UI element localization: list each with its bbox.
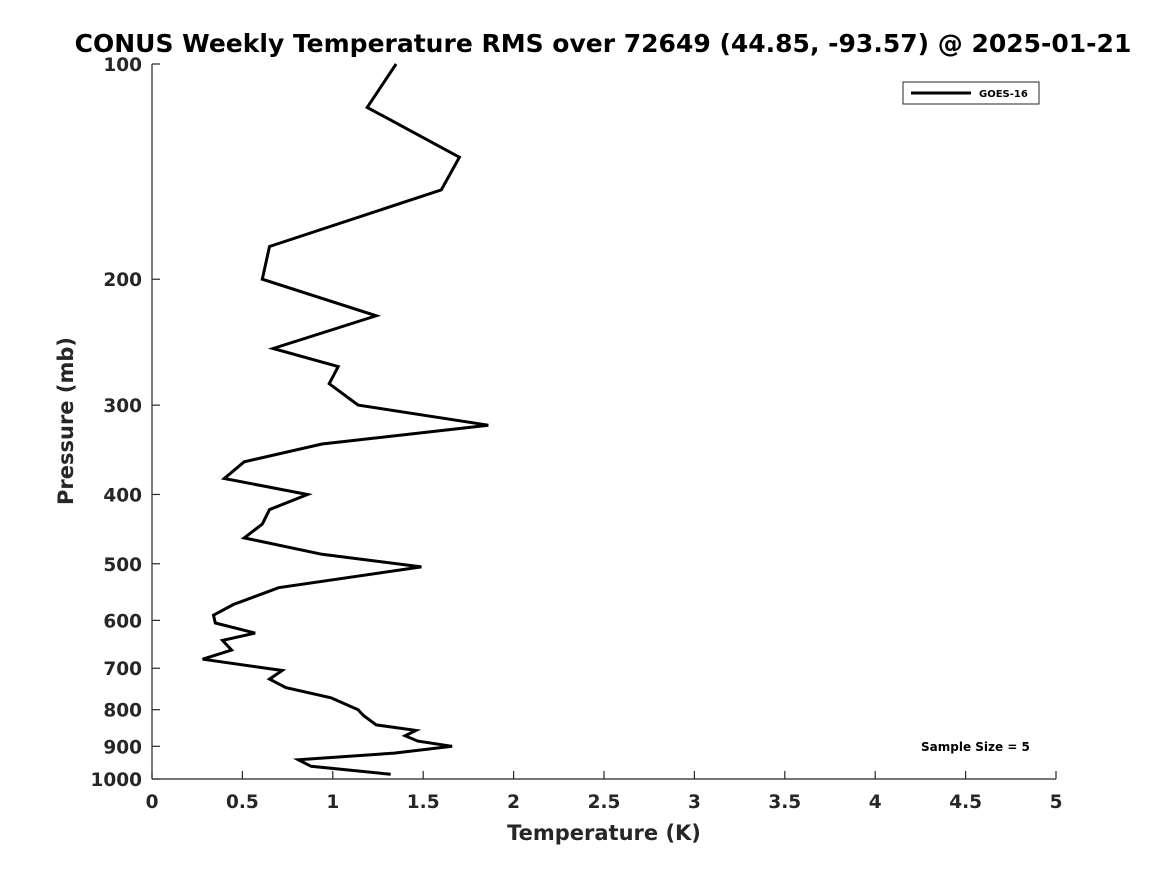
- y-tick-label: 100: [103, 55, 142, 76]
- x-tick-label: 2: [507, 792, 520, 813]
- x-tick-label: 4: [869, 792, 882, 813]
- y-tick-label: 700: [103, 659, 142, 680]
- y-tick-label: 400: [103, 485, 142, 506]
- x-tick-label: 4.5: [949, 792, 982, 813]
- x-tick-label: 1.5: [407, 792, 440, 813]
- x-tick-label: 0: [146, 792, 159, 813]
- series-line-goes-16: [202, 63, 489, 776]
- y-tick-label: 600: [103, 611, 142, 632]
- series-layer: [202, 63, 489, 776]
- plot-area: [151, 64, 1056, 780]
- y-tick-label: 1000: [91, 770, 143, 791]
- y-tick-label: 500: [103, 555, 142, 576]
- legend: GOES-16: [902, 81, 1040, 105]
- y-tick-label: 200: [103, 270, 142, 291]
- x-tick-label: 3.5: [768, 792, 801, 813]
- sample-size-annotation: Sample Size = 5: [921, 740, 1030, 754]
- y-tick-label: 300: [103, 396, 142, 417]
- y-tick-label: 900: [103, 737, 142, 758]
- x-tick-label: 0.5: [226, 792, 259, 813]
- x-tick-label: 3: [688, 792, 701, 813]
- y-tick-label: 800: [103, 701, 142, 722]
- y-axis-ticks: 100 200 300 400 500 600 700 800 900 1000: [91, 55, 160, 791]
- legend-entry-goes-16: GOES-16: [979, 89, 1028, 100]
- x-axis-ticks: 0 0.5 1 1.5 2 2.5 3 3.5 4 4.5 5: [146, 771, 1063, 813]
- chart-title: CONUS Weekly Temperature RMS over 72649 …: [75, 29, 1132, 58]
- x-axis-label: Temperature (K): [507, 821, 701, 845]
- x-tick-label: 5: [1050, 792, 1063, 813]
- x-tick-label: 2.5: [588, 792, 621, 813]
- x-tick-label: 1: [326, 792, 339, 813]
- y-axis-label: Pressure (mb): [54, 337, 78, 505]
